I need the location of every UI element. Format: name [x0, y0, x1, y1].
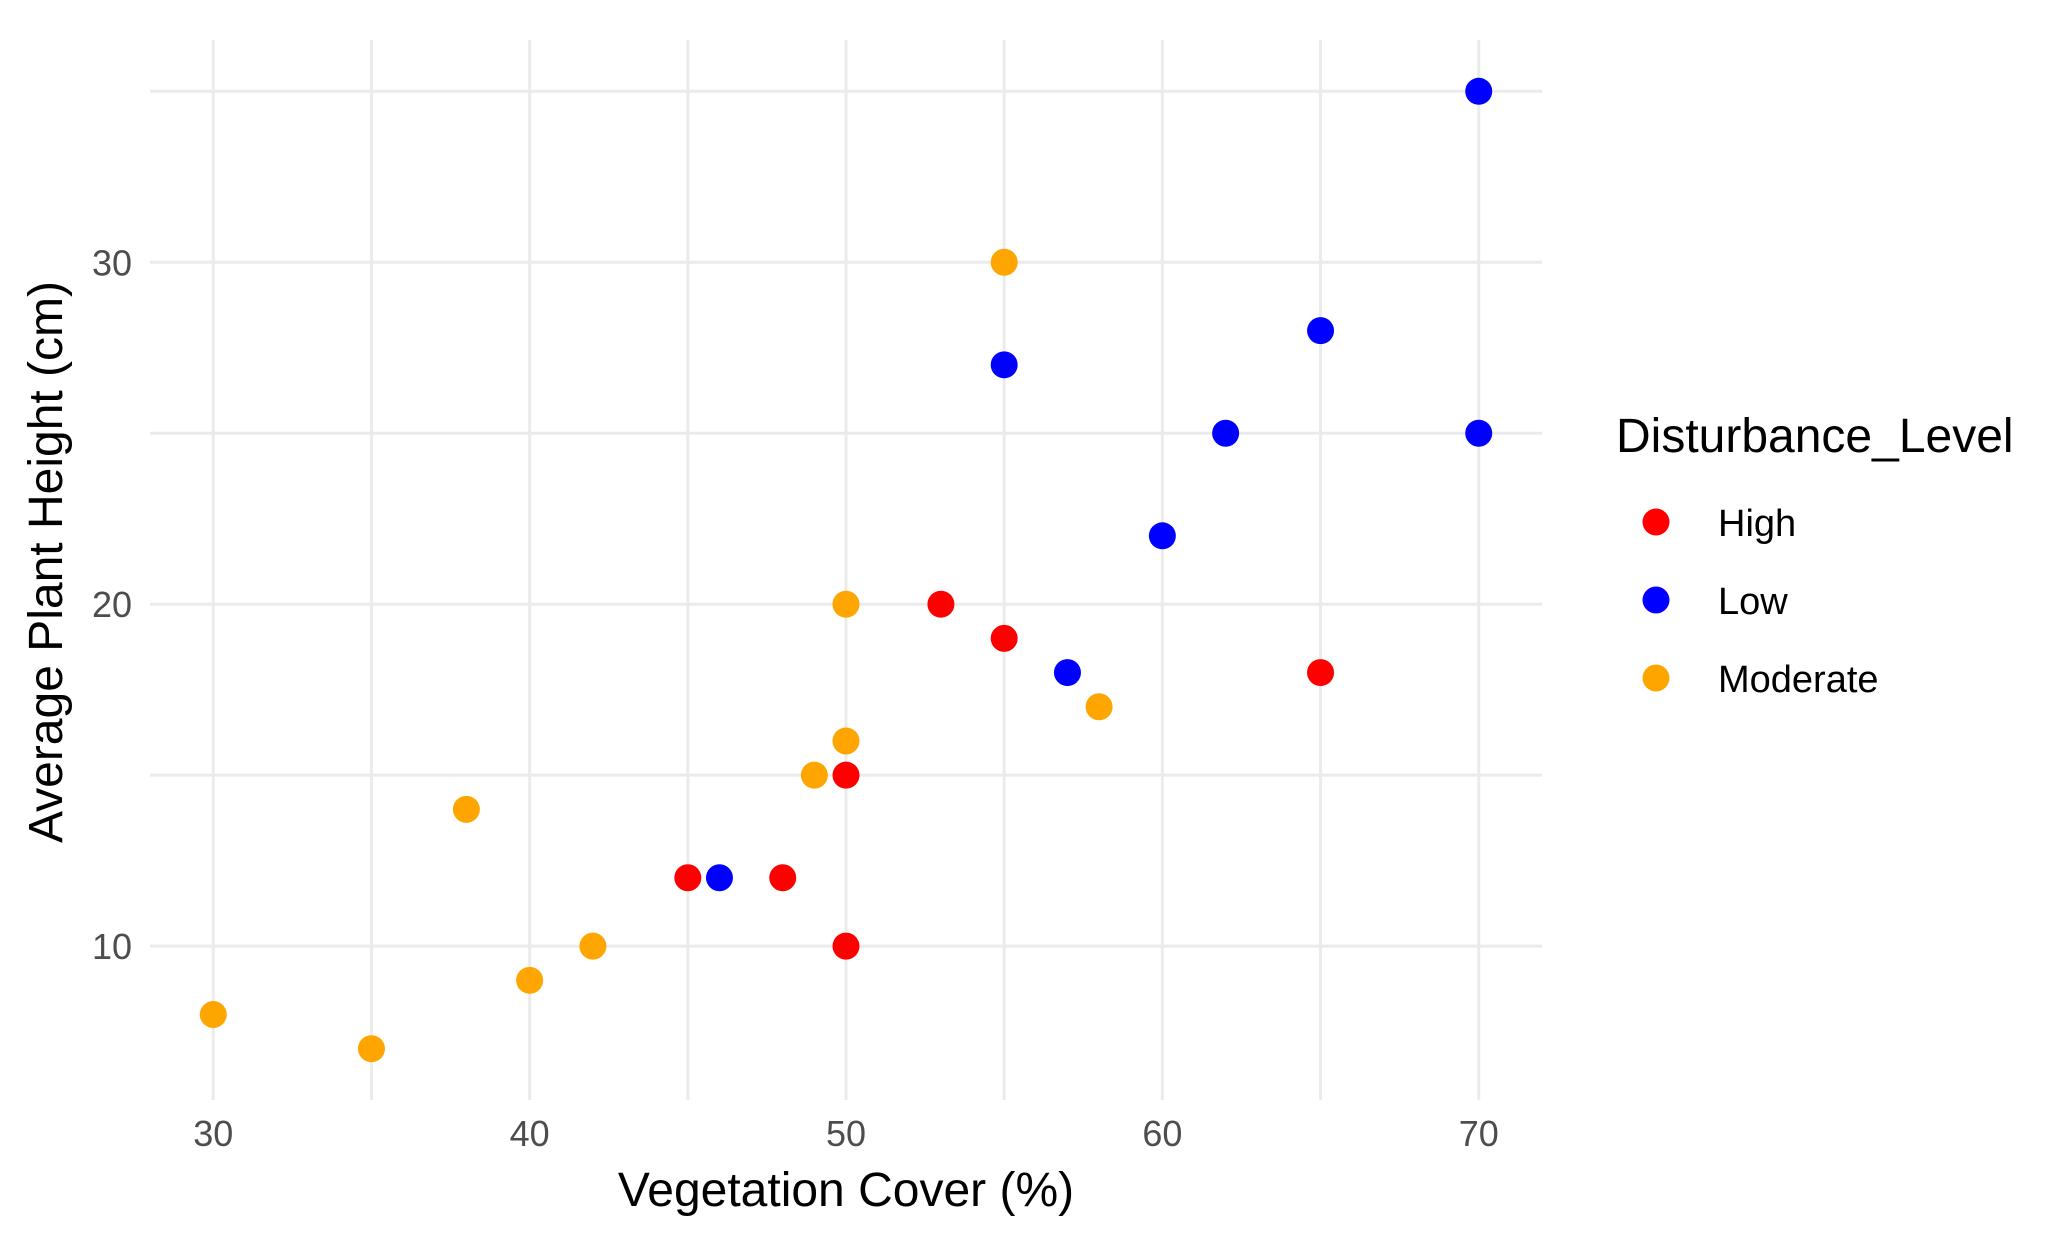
- point-moderate: [832, 727, 860, 755]
- x-tick-label: 30: [193, 1113, 233, 1154]
- point-low: [1212, 419, 1240, 447]
- legend-label-high: High: [1718, 503, 1796, 545]
- point-high: [832, 932, 860, 960]
- point-low: [1148, 522, 1176, 550]
- x-axis-title: Vegetation Cover (%): [618, 1164, 1074, 1217]
- x-tick-label: 50: [826, 1113, 866, 1154]
- point-low: [705, 864, 733, 892]
- point-moderate: [1085, 693, 1113, 721]
- x-tick-label: 40: [510, 1113, 550, 1154]
- point-low: [1307, 317, 1335, 345]
- point-low: [1465, 419, 1493, 447]
- point-moderate: [832, 590, 860, 618]
- legend-label-moderate: Moderate: [1718, 659, 1879, 701]
- point-low: [1053, 659, 1081, 687]
- y-tick-label: 20: [92, 584, 132, 625]
- legend-label-low: Low: [1718, 581, 1788, 623]
- y-axis-title: Average Plant Height (cm): [20, 281, 73, 843]
- point-high: [927, 590, 955, 618]
- legend-key-moderate: [1642, 664, 1670, 692]
- data-points: [199, 77, 1493, 1063]
- point-moderate: [199, 1001, 227, 1029]
- point-moderate: [579, 932, 607, 960]
- legend-title: Disturbance_Level: [1616, 410, 2014, 463]
- y-tick-label: 10: [92, 926, 132, 967]
- legend-key-high: [1642, 508, 1670, 536]
- point-low: [990, 351, 1018, 379]
- point-moderate: [800, 761, 828, 789]
- point-moderate: [516, 966, 544, 994]
- legend-key-low: [1642, 586, 1670, 614]
- point-moderate: [990, 248, 1018, 276]
- point-low: [1465, 77, 1493, 105]
- legend: High Low Moderate: [1642, 503, 1879, 701]
- x-tick-label: 70: [1459, 1113, 1499, 1154]
- point-high: [1307, 659, 1335, 687]
- point-moderate: [452, 795, 480, 823]
- y-axis-ticks: 10 20 30: [92, 242, 132, 967]
- point-high: [674, 864, 702, 892]
- point-high: [769, 864, 797, 892]
- point-high: [832, 761, 860, 789]
- y-tick-label: 30: [92, 242, 132, 283]
- point-moderate: [357, 1035, 385, 1063]
- x-tick-label: 60: [1142, 1113, 1182, 1154]
- x-axis-ticks: 30 40 50 60 70: [193, 1113, 1499, 1154]
- point-high: [990, 624, 1018, 652]
